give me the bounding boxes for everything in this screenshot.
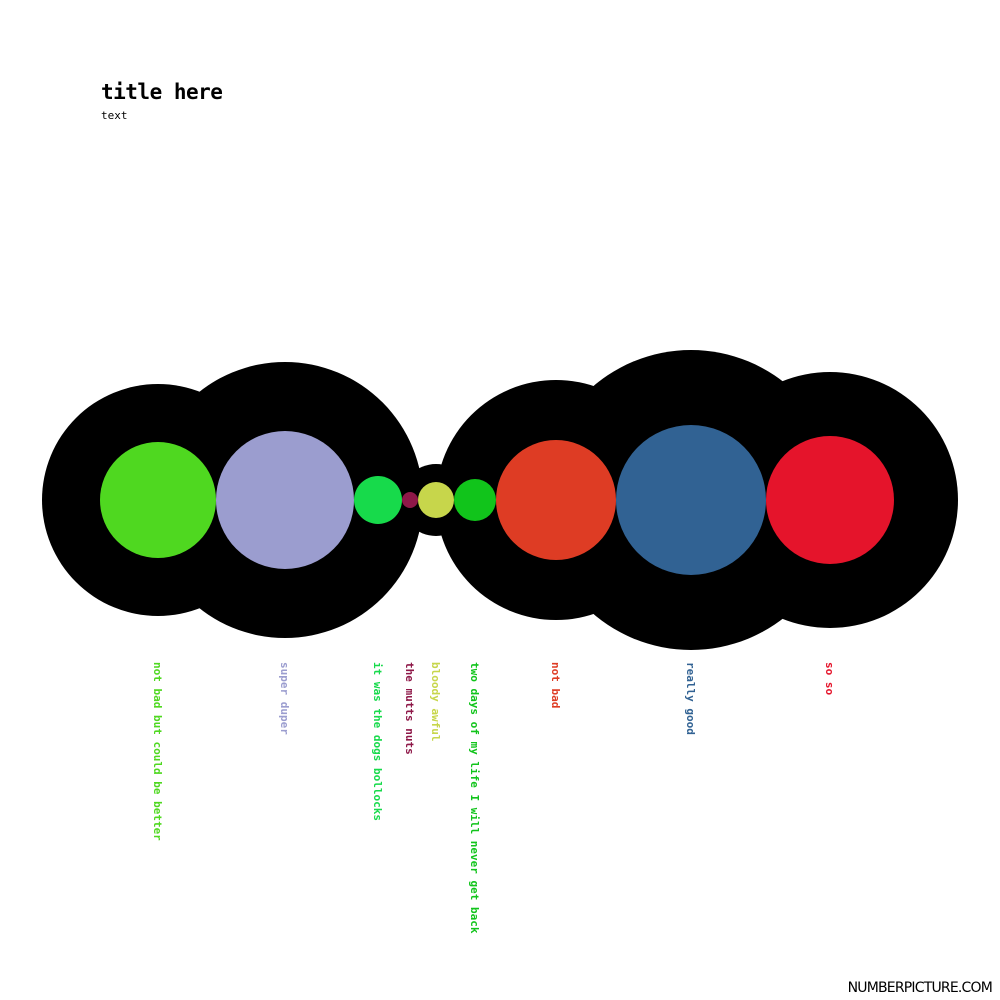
bubble [616, 425, 766, 575]
bubble [216, 431, 354, 569]
bubble-label: super duper [278, 662, 291, 735]
bubble-label: the mutts nuts [403, 662, 416, 755]
bubble [496, 440, 616, 560]
chart-subtitle: text [101, 109, 128, 122]
bubble-label: really good [684, 662, 697, 735]
bubble-label: not bad but could be better [151, 662, 164, 841]
bubble [100, 442, 216, 558]
bubbles [100, 425, 894, 575]
bubble [402, 492, 418, 508]
bubble-label: bloody awful [429, 662, 442, 741]
bubble [766, 436, 894, 564]
bubble [354, 476, 402, 524]
bubble-label: so so [823, 662, 836, 695]
bubble [454, 479, 496, 521]
bubble-labels: not bad but could be better super duper it… [151, 662, 836, 934]
bubble-label: two days of my life I will never get bac… [468, 662, 481, 934]
bubble-label: not bad [549, 662, 562, 708]
bubble-label: it was the dogs bollocks [371, 662, 384, 821]
brand-watermark: NUMBERPICTURE.COM [847, 980, 993, 996]
bubble [418, 482, 454, 518]
chart-title: title here [101, 80, 223, 104]
